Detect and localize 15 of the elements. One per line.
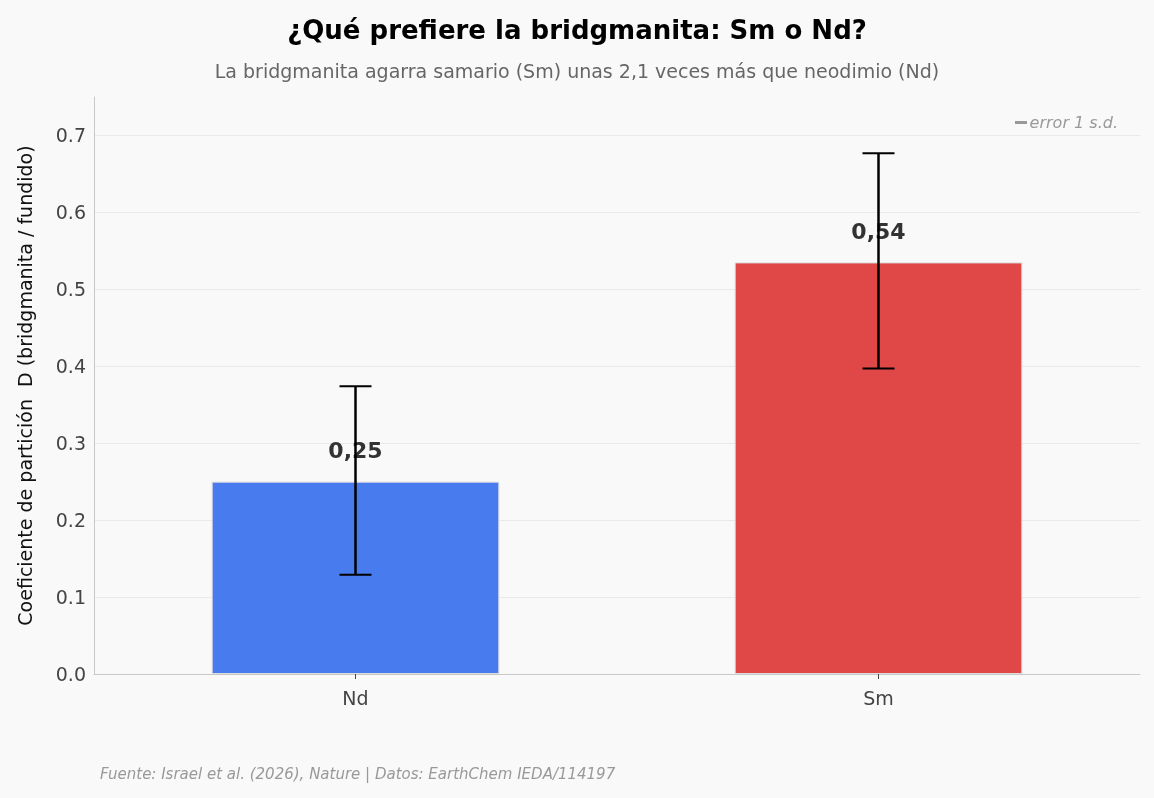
chart-title: ¿Qué prefiere la bridgmanita: Sm o Nd? [287,15,867,45]
y-tick-label: 0.2 [55,509,86,532]
y-tick-label: 0.3 [55,432,86,455]
y-tick-label: 0.1 [55,586,86,609]
x-tick-label: Nd [342,686,369,709]
y-tick-label: 0.0 [55,663,86,685]
source-note: Fuente: Israel et al. (2026), Nature | Datos: EarthChem IEDA/114197 [100,765,616,783]
y-axis-title: Coeficiente de partición D (bridgmanita / fundido) [13,145,36,626]
annotation: error 1 s.d. [1029,113,1118,132]
y-tick-label: 0.4 [55,355,86,378]
chart-subtitle: La bridgmanita agarra samario (Sm) unas 2,1 veces más que neodimio (Nd) [214,59,940,82]
y-tick-label: 0.7 [55,124,86,147]
y-tick-label: 0.5 [55,278,86,301]
x-tick-label: Sm [863,686,894,709]
y-tick-label: 0.6 [55,201,86,224]
